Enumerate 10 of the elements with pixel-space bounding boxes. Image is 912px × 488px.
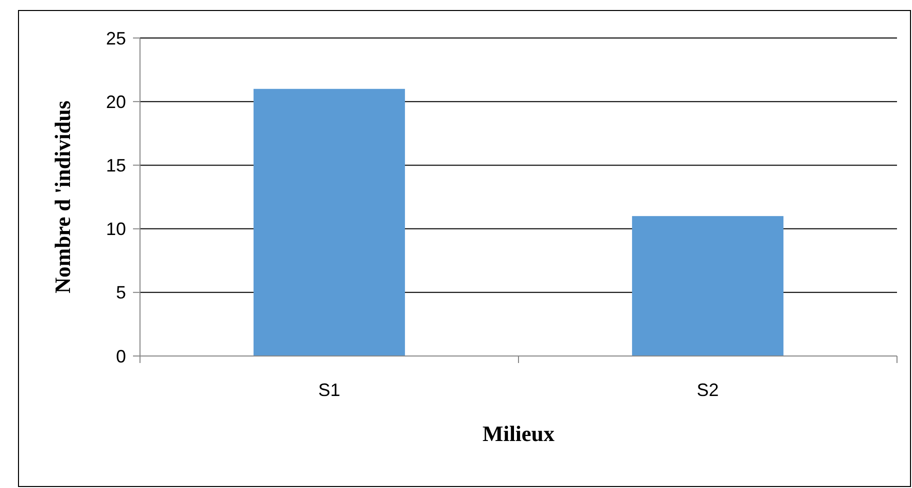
x-axis-title: Milieux bbox=[482, 421, 555, 446]
y-tick-label: 10 bbox=[106, 219, 126, 240]
x-tick-label: S1 bbox=[318, 380, 340, 400]
x-tick-label: S2 bbox=[696, 380, 719, 400]
y-tick-label: 25 bbox=[106, 28, 126, 48]
y-tick-label: 15 bbox=[106, 156, 126, 176]
y-tick-label: 0 bbox=[116, 346, 126, 366]
y-axis-title: Nombre d 'individus bbox=[50, 100, 75, 294]
y-tick-label: 5 bbox=[116, 282, 126, 303]
y-tick-label: 20 bbox=[106, 92, 126, 112]
